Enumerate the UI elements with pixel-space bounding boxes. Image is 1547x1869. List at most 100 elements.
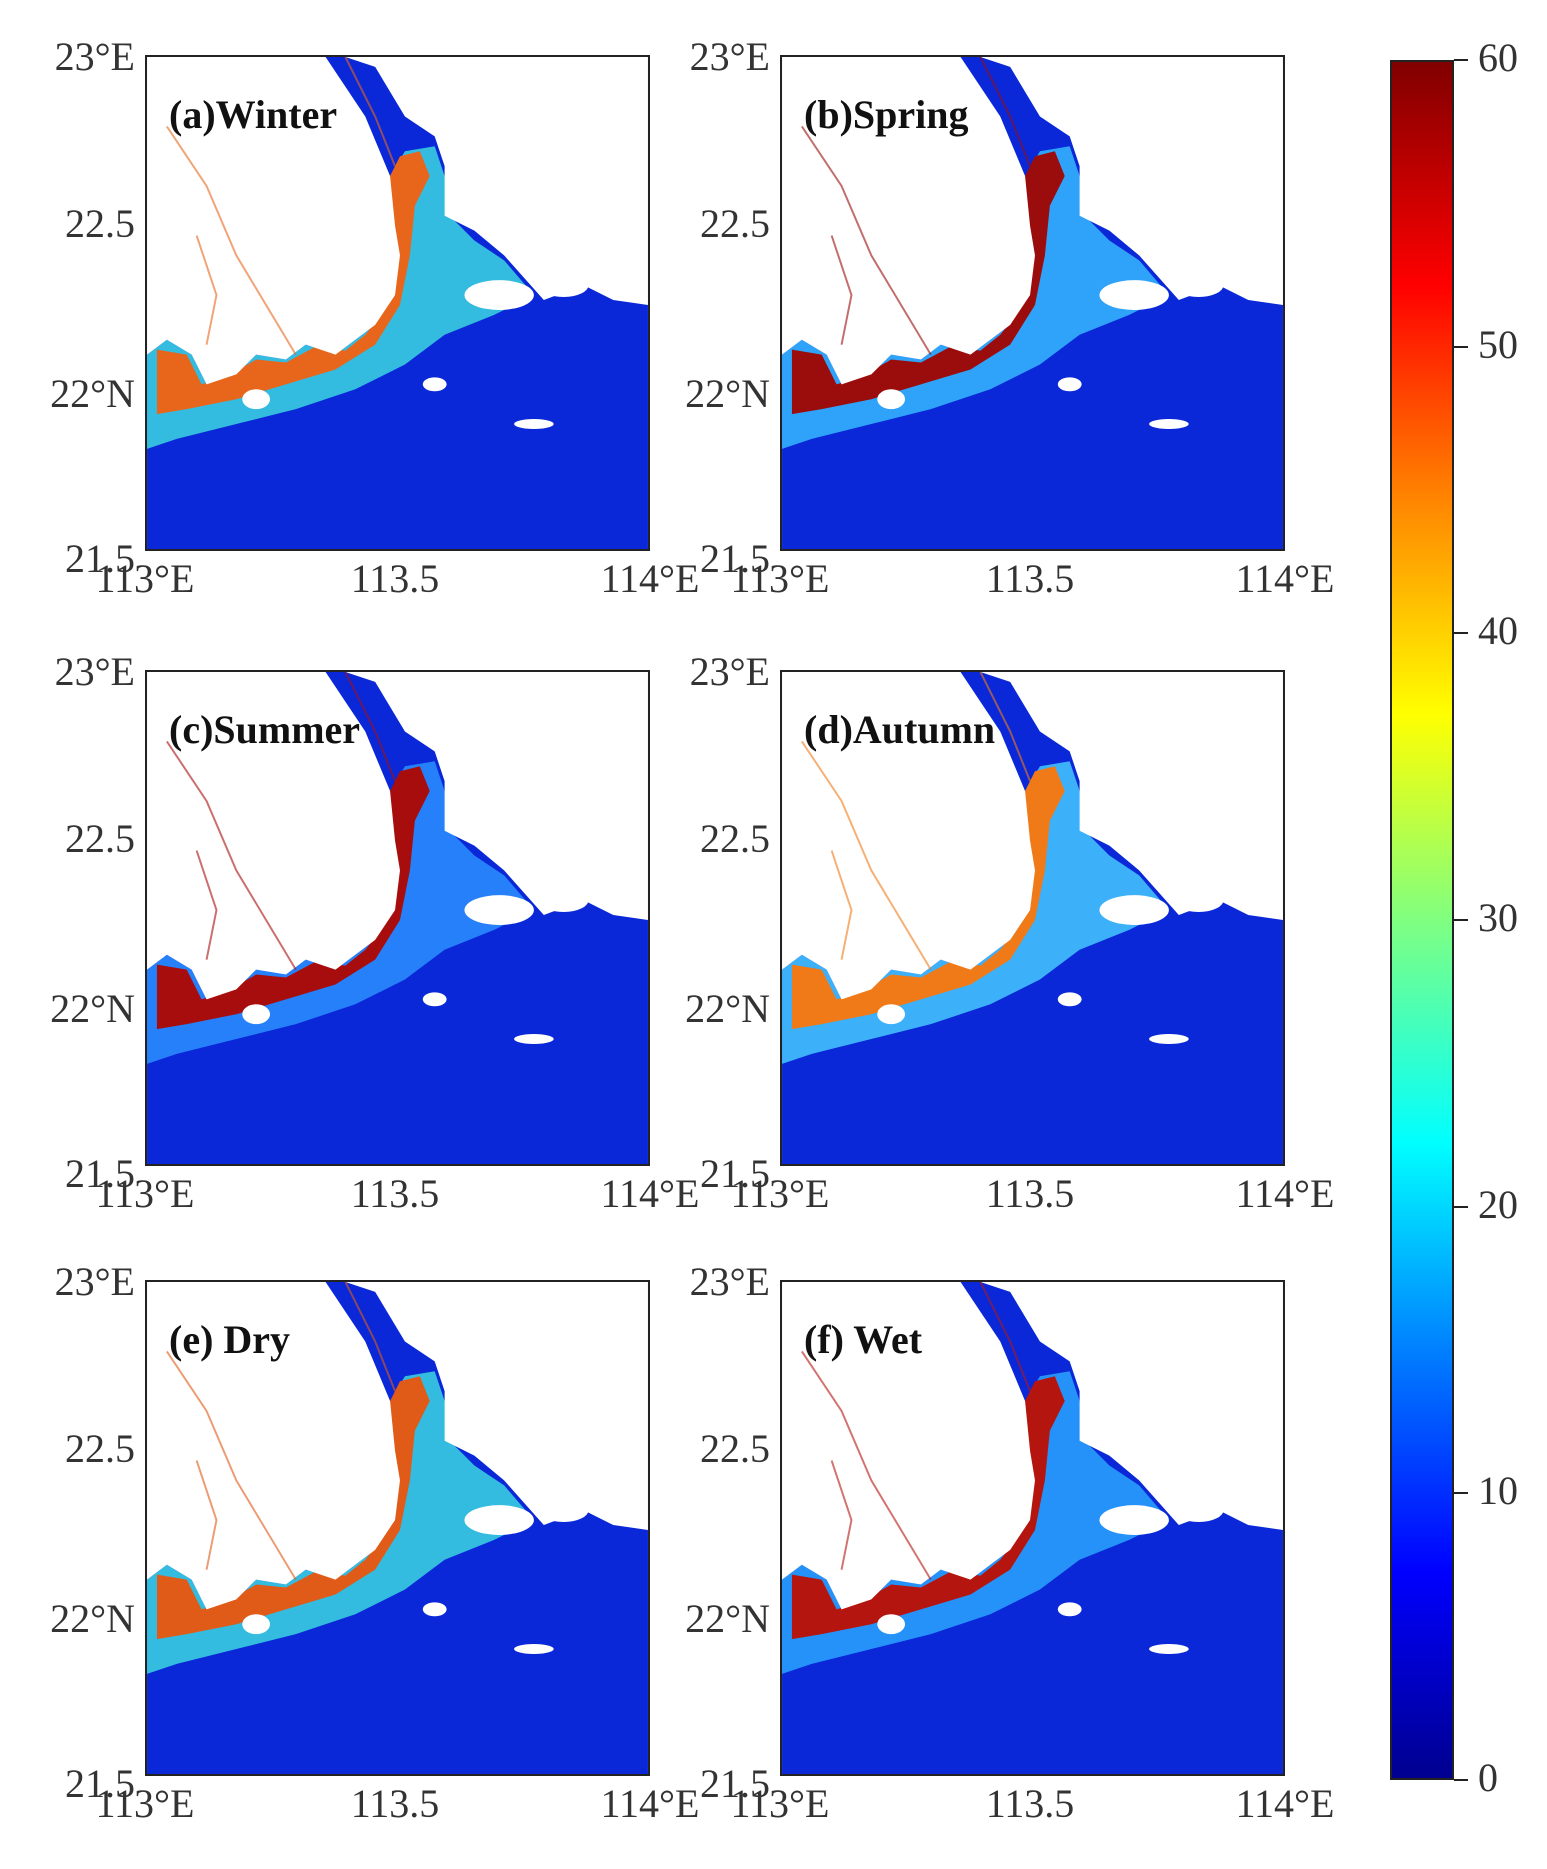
- panel-label-summer: (c)Summer: [169, 707, 361, 752]
- island: [242, 1614, 271, 1635]
- colorbar-tick-label: 60: [1478, 35, 1518, 80]
- island: [1173, 273, 1224, 298]
- island: [1099, 1505, 1169, 1535]
- river-line: [979, 1282, 1031, 1392]
- y-tick-label: 23°E: [689, 649, 770, 694]
- island: [1057, 1602, 1082, 1617]
- island: [1173, 1498, 1224, 1523]
- estuary-area: [791, 766, 1065, 1030]
- colorbar: [1390, 60, 1454, 1780]
- colorbar-tick-label: 50: [1478, 321, 1518, 367]
- island: [514, 1644, 554, 1654]
- island: [242, 389, 271, 410]
- river-line: [830, 1460, 853, 1570]
- river-line: [166, 740, 297, 971]
- y-tick-label: 23°E: [689, 34, 770, 79]
- map-image-spring: [780, 55, 1285, 551]
- colorbar-tick-label: 20: [1478, 1181, 1518, 1227]
- island: [1057, 992, 1082, 1007]
- map-image-winter: [145, 55, 650, 551]
- x-tick-label: 113°E: [95, 1781, 195, 1826]
- river-line: [344, 672, 396, 782]
- x-tick-label: 113°E: [730, 556, 830, 601]
- y-tick-label: 22.5: [700, 816, 770, 861]
- island: [514, 1034, 554, 1044]
- estuary-area: [791, 1376, 1065, 1640]
- y-tick-label: 22.5: [65, 201, 135, 246]
- panel-label-winter: (a)Winter: [169, 92, 338, 137]
- island: [877, 1614, 906, 1635]
- y-tick-label: 21.5: [700, 536, 770, 581]
- y-tick-label: 21.5: [65, 1761, 135, 1806]
- river-line: [166, 125, 297, 356]
- land-area: [782, 57, 1283, 385]
- y-tick-label: 22.5: [700, 201, 770, 246]
- island: [514, 419, 554, 429]
- x-tick-label: 114°E: [600, 556, 700, 601]
- x-tick-label: 113°E: [95, 1171, 195, 1216]
- panel-label-autumn: (d)Autumn: [804, 707, 996, 752]
- river-line: [830, 850, 853, 960]
- panel-label-wet: (f) Wet: [804, 1317, 923, 1362]
- y-tick-label: 22.5: [65, 1426, 135, 1471]
- island: [1149, 1034, 1189, 1044]
- y-tick-label: 23°E: [689, 1259, 770, 1304]
- x-tick-label: 114°E: [1235, 1781, 1335, 1826]
- land-area: [147, 57, 648, 385]
- y-tick-label: 23°E: [54, 1259, 135, 1304]
- colorbar-tick: [1454, 1779, 1468, 1781]
- colorbar-tick-label: 30: [1478, 895, 1518, 940]
- x-tick-label: 113.5: [985, 1781, 1075, 1826]
- y-tick-label: 21.5: [65, 536, 135, 581]
- island: [877, 389, 906, 410]
- x-tick-label: 114°E: [1235, 1171, 1335, 1216]
- river-line: [979, 57, 1031, 167]
- island: [1149, 419, 1189, 429]
- y-tick-label: 22°N: [685, 986, 770, 1031]
- y-tick-label: 22°N: [685, 371, 770, 416]
- x-tick-label: 113.5: [350, 1781, 440, 1826]
- island: [464, 1505, 534, 1535]
- x-tick-label: 113°E: [730, 1171, 830, 1216]
- y-tick-label: 22°N: [50, 986, 135, 1031]
- estuary-area: [156, 766, 430, 1030]
- y-tick-label: 21.5: [700, 1151, 770, 1196]
- y-tick-label: 23°E: [54, 34, 135, 79]
- island: [877, 1004, 906, 1025]
- estuary-area: [156, 151, 430, 415]
- river-line: [195, 1460, 218, 1570]
- island: [538, 1498, 589, 1523]
- x-tick-label: 113.5: [985, 556, 1075, 601]
- land-area: [147, 672, 648, 1000]
- x-tick-label: 113.5: [350, 556, 440, 601]
- island: [1099, 895, 1169, 925]
- island: [1057, 377, 1082, 392]
- colorbar-tick-label: 0: [1478, 1755, 1498, 1800]
- colorbar-tick: [1454, 632, 1468, 635]
- island: [1099, 280, 1169, 310]
- panel-label-spring: (b)Spring: [804, 92, 969, 137]
- y-tick-label: 22°N: [50, 1596, 135, 1641]
- x-tick-label: 113°E: [730, 1781, 830, 1826]
- colorbar-tick: [1454, 919, 1468, 921]
- land-area: [782, 672, 1283, 1000]
- map-panel-winter: (a)Winter: [145, 55, 650, 551]
- island: [464, 895, 534, 925]
- island: [1149, 1644, 1189, 1654]
- map-panel-wet: (f) Wet: [780, 1280, 1285, 1776]
- land-area: [782, 1282, 1283, 1610]
- x-tick-label: 114°E: [600, 1171, 700, 1216]
- map-panel-summer: (c)Summer: [145, 670, 650, 1166]
- x-tick-label: 113.5: [985, 1171, 1075, 1216]
- island: [538, 888, 589, 913]
- y-tick-label: 22°N: [50, 371, 135, 416]
- river-line: [344, 57, 396, 167]
- y-tick-label: 22.5: [65, 816, 135, 861]
- map-panel-dry: (e) Dry: [145, 1280, 650, 1776]
- y-tick-label: 23°E: [54, 649, 135, 694]
- y-tick-label: 22.5: [700, 1426, 770, 1471]
- colorbar-tick: [1454, 345, 1468, 348]
- estuary-area: [791, 151, 1065, 415]
- river-line: [801, 740, 932, 971]
